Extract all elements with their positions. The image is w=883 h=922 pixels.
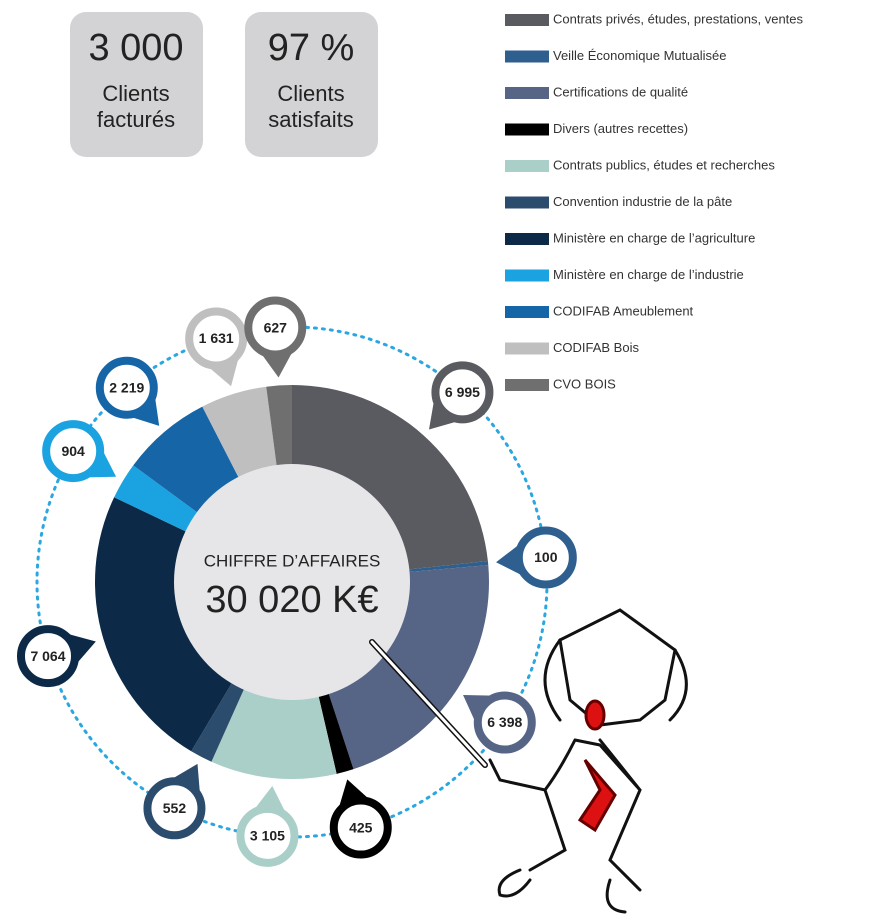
legend-label: Certifications de qualité bbox=[553, 84, 688, 99]
legend-swatch bbox=[505, 269, 549, 282]
value-label: 1 631 bbox=[199, 330, 234, 346]
value-label: 100 bbox=[534, 549, 558, 565]
legend-label: Contrats publics, études et recherches bbox=[553, 157, 775, 172]
stat-label: satisfaits bbox=[268, 107, 354, 132]
pin bbox=[514, 526, 577, 589]
value-label: 6 398 bbox=[487, 714, 522, 730]
center-title: CHIFFRE D’AFFAIRES bbox=[204, 551, 381, 570]
legend-label: Divers (autres recettes) bbox=[553, 121, 688, 136]
stat-number: 3 000 bbox=[88, 27, 183, 69]
value-label: 3 105 bbox=[250, 828, 285, 844]
legend-swatch bbox=[505, 306, 549, 318]
legend-swatch bbox=[505, 342, 549, 355]
legend: Contrats privés, études, prestations, ve… bbox=[505, 11, 804, 391]
stat-number: 97 % bbox=[268, 27, 355, 69]
donut bbox=[95, 385, 489, 779]
stat-label: Clients bbox=[102, 81, 169, 106]
pin bbox=[143, 777, 206, 840]
legend-swatch bbox=[505, 379, 549, 391]
center-total: 30 020 K€ bbox=[205, 579, 378, 621]
pin bbox=[42, 420, 105, 483]
donut-segment bbox=[191, 676, 248, 762]
legend-label: CVO BOIS bbox=[553, 376, 616, 391]
donut-segment bbox=[133, 406, 242, 517]
legend-swatch bbox=[505, 87, 549, 99]
pin bbox=[16, 625, 79, 688]
value-label: 425 bbox=[349, 819, 373, 835]
pin bbox=[431, 361, 494, 424]
legend-swatch bbox=[505, 123, 549, 136]
pin bbox=[329, 796, 392, 859]
legend-swatch bbox=[505, 233, 549, 245]
donut-segment bbox=[316, 686, 354, 774]
stat-box bbox=[245, 12, 378, 157]
legend-label: Ministère en charge de l’industrie bbox=[553, 267, 744, 282]
value-label: 552 bbox=[163, 800, 187, 816]
cartoon bbox=[369, 608, 688, 914]
donut-segment bbox=[202, 386, 278, 485]
donut-segment bbox=[95, 497, 236, 752]
pin bbox=[473, 691, 536, 754]
value-label: 6 995 bbox=[445, 384, 480, 400]
donut-segment bbox=[211, 682, 337, 779]
pins: 6 995 100 6 398 425 3 105 552 7 064 904 2 219 1 6… bbox=[16, 296, 577, 867]
legend-label: Convention industrie de la pâte bbox=[553, 194, 732, 209]
legend-label: Contrats privés, études, prestations, ve… bbox=[553, 11, 804, 26]
donut-segment bbox=[401, 561, 489, 573]
donut-segment bbox=[114, 465, 204, 535]
center-disc bbox=[174, 464, 410, 700]
value-label: 7 064 bbox=[30, 648, 65, 664]
legend-swatch bbox=[505, 160, 549, 172]
stat-label: Clients bbox=[277, 81, 344, 106]
stat-box bbox=[70, 12, 203, 157]
pin bbox=[185, 307, 248, 370]
pin bbox=[95, 356, 158, 419]
pin bbox=[244, 296, 307, 359]
value-label: 2 219 bbox=[109, 379, 144, 395]
legend-swatch bbox=[505, 14, 549, 26]
donut-segment bbox=[292, 385, 488, 571]
legend-label: CODIFAB Bois bbox=[553, 340, 639, 355]
legend-label: CODIFAB Ameublement bbox=[553, 303, 694, 318]
value-label: 627 bbox=[264, 319, 288, 335]
donut-segment bbox=[266, 385, 292, 473]
legend-swatch bbox=[505, 50, 549, 63]
legend-label: Veille Économique Mutualisée bbox=[553, 48, 726, 63]
legend-swatch bbox=[505, 196, 549, 209]
value-label: 904 bbox=[61, 443, 85, 459]
pin bbox=[236, 804, 299, 867]
legend-label: Ministère en charge de l’agriculture bbox=[553, 230, 755, 245]
donut-segment bbox=[326, 565, 489, 770]
stat-label: facturés bbox=[97, 107, 175, 132]
